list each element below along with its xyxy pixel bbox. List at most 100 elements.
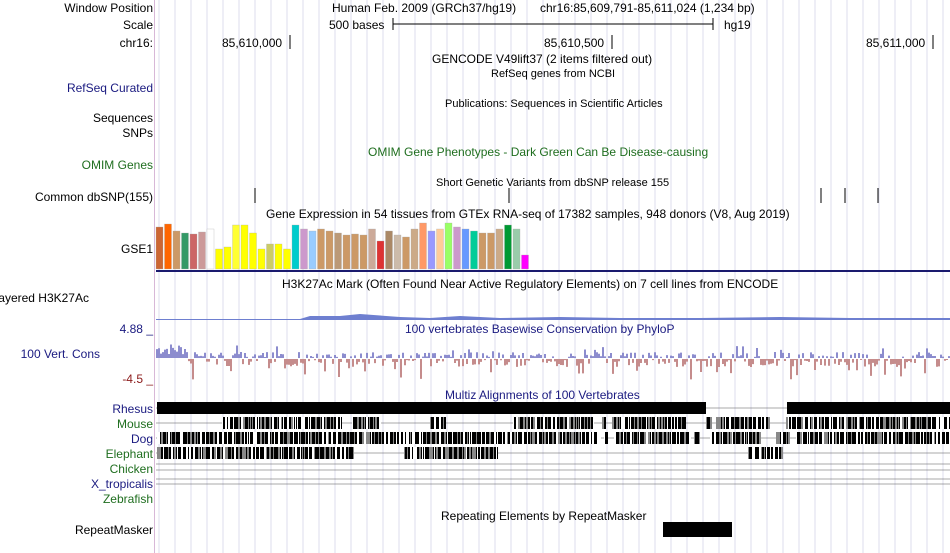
gtex-bar — [283, 248, 291, 270]
alignment-mismatch — [892, 417, 893, 429]
alignment-mismatch — [447, 432, 448, 444]
alignment-mismatch — [822, 432, 824, 444]
alignment-mismatch — [587, 417, 588, 429]
omim-title[interactable]: OMIM Gene Phenotypes - Dark Green Can Be… — [368, 145, 709, 159]
window-position-label: Window Position — [64, 1, 153, 15]
alignment-mismatch — [419, 447, 421, 459]
alignment-mismatch — [240, 432, 242, 444]
species-rhesus[interactable]: Rhesus — [112, 402, 153, 416]
species-mouse[interactable]: Mouse — [116, 417, 153, 431]
alignment-mismatch — [430, 432, 432, 444]
refseq-title[interactable]: RefSeq genes from NCBI — [491, 68, 616, 80]
repeatmasker-label[interactable]: RepeatMasker — [74, 523, 153, 537]
alignment-mismatch — [431, 447, 433, 459]
alignment-mismatch — [748, 432, 749, 444]
alignment-mismatch — [222, 432, 224, 444]
alignment-mismatch — [497, 432, 498, 444]
alignment-mismatch — [335, 447, 337, 459]
alignment-mismatch — [287, 417, 289, 429]
alignment-mismatch — [471, 432, 472, 444]
alignment-mismatch — [225, 417, 227, 429]
alignment-block — [604, 432, 608, 444]
alignment-mismatch — [657, 432, 659, 444]
phylop-title[interactable]: 100 vertebrates Basewise Conservation by… — [405, 322, 675, 336]
alignment-mismatch — [469, 447, 471, 459]
alignment-mismatch — [829, 432, 830, 444]
sequences-label[interactable]: Sequences — [92, 111, 153, 125]
alignment-mismatch — [867, 417, 868, 429]
dbsnp-label[interactable]: Common dbSNP(155) — [34, 190, 153, 204]
alignment-mismatch — [761, 417, 762, 429]
species-xtropicalis[interactable]: X_tropicalis — [90, 477, 153, 491]
species-elephant[interactable]: Elephant — [105, 447, 153, 461]
alignment-mismatch — [436, 447, 438, 459]
snps-label[interactable]: SNPs — [122, 126, 153, 140]
alignment-mismatch — [809, 432, 810, 444]
alignment-mismatch — [764, 417, 766, 429]
alignment-mismatch — [616, 417, 618, 429]
alignment-mismatch — [864, 417, 866, 429]
gencode-title[interactable]: GENCODE V49lift37 (2 items filtered out) — [432, 52, 653, 66]
alignment-mismatch — [530, 417, 531, 429]
tick-label-3: 85,611,000 — [866, 36, 926, 50]
h3k27ac-title[interactable]: H3K27Ac Mark (Often Found Near Active Re… — [282, 277, 779, 291]
alignment-mismatch — [871, 417, 872, 429]
alignment-mismatch — [895, 417, 897, 429]
omim-label[interactable]: OMIM Genes — [81, 158, 153, 172]
alignment-mismatch — [710, 417, 712, 429]
alignment-mismatch — [302, 447, 303, 459]
gtex-bar — [249, 232, 257, 270]
alignment-mismatch — [485, 432, 486, 444]
alignment-mismatch — [912, 432, 914, 444]
h3k27ac-label[interactable]: Layered H3K27Ac — [0, 291, 89, 305]
alignment-mismatch — [634, 417, 635, 429]
publications-title[interactable]: Publications: Sequences in Scientific Ar… — [445, 98, 663, 110]
species-dog[interactable]: Dog — [130, 432, 153, 446]
alignment-mismatch — [369, 417, 370, 429]
alignment-mismatch — [641, 417, 642, 429]
alignment-mismatch — [194, 432, 196, 444]
alignment-mismatch — [422, 447, 423, 459]
alignment-mismatch — [255, 447, 256, 459]
gtex-bar — [495, 228, 504, 270]
label-separator — [154, 0, 155, 553]
alignment-mismatch — [213, 432, 215, 444]
alignment-mismatch — [264, 432, 265, 444]
alignment-mismatch — [308, 417, 309, 429]
alignment-mismatch — [887, 432, 889, 444]
cons-label[interactable]: 100 Vert. Cons — [20, 347, 100, 361]
gse1-label[interactable]: GSE1 — [120, 242, 153, 256]
alignment-mismatch — [477, 447, 478, 459]
species-chicken[interactable]: Chicken — [109, 462, 153, 476]
alignment-mismatch — [505, 432, 507, 444]
alignment-mismatch — [435, 432, 437, 444]
species-zebrafish[interactable]: Zebrafish — [102, 492, 153, 506]
alignment-mismatch — [481, 432, 482, 444]
gtex-bar — [232, 224, 240, 270]
alignment-mismatch — [883, 417, 885, 429]
alignment-mismatch — [258, 417, 259, 429]
gtex-bar — [521, 254, 529, 270]
alignment-mismatch — [874, 417, 876, 429]
alignment-mismatch — [452, 447, 454, 459]
alignment-mismatch — [669, 432, 670, 444]
alignment-mismatch — [540, 417, 541, 429]
dbsnp-title[interactable]: Short Genetic Variants from dbSNP releas… — [436, 177, 670, 189]
refseq-label[interactable]: RefSeq Curated — [66, 81, 153, 95]
alignment-mismatch — [908, 417, 910, 429]
alignment-mismatch — [414, 432, 415, 444]
alignment-mismatch — [269, 417, 271, 429]
alignment-mismatch — [667, 417, 668, 429]
alignment-mismatch — [340, 417, 341, 429]
multiz-title[interactable]: Multiz Alignments of 100 Vertebrates — [445, 388, 640, 402]
gtex-title[interactable]: Gene Expression in 54 tissues from GTEx … — [266, 207, 790, 221]
alignment-mismatch — [253, 432, 255, 444]
alignment-mismatch — [322, 432, 324, 444]
alignment-block — [404, 447, 498, 459]
repeatmasker-title[interactable]: Repeating Elements by RepeatMasker — [441, 509, 647, 523]
alignment-mismatch — [295, 417, 296, 429]
alignment-mismatch — [366, 417, 368, 429]
alignment-mismatch — [648, 417, 650, 429]
alignment-block — [157, 402, 706, 414]
gtex-bar — [376, 240, 385, 270]
